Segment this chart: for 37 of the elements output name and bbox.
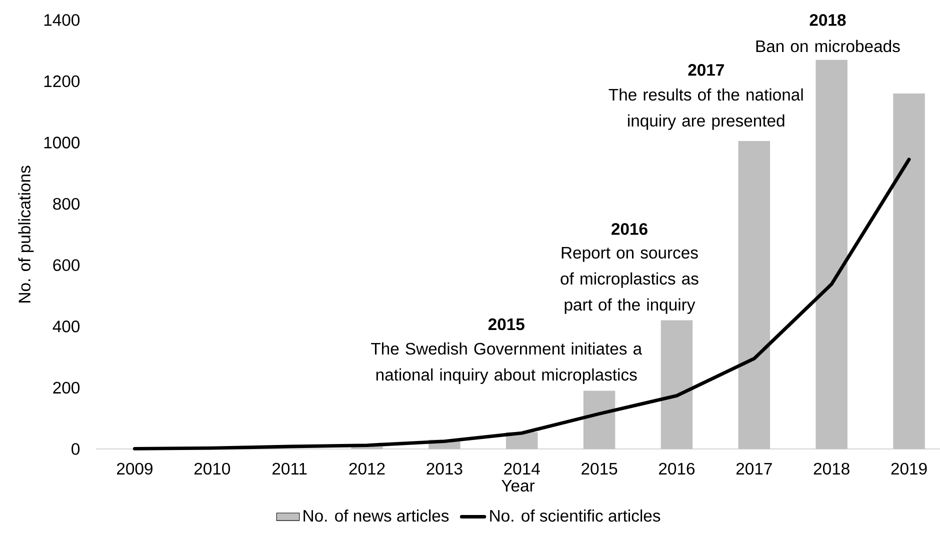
x-tick-label: 2014 [504,462,540,475]
x-tick-label: 2009 [117,462,152,475]
bar [816,60,848,449]
x-tick-label: 2015 [582,462,618,475]
bar [893,94,925,449]
y-tick-label: 800 [53,198,80,210]
x-tick-label: 2017 [736,462,772,475]
bar [660,320,693,449]
x-tick-label: 2019 [891,462,927,475]
y-tick-label: 1400 [44,14,80,26]
y-tick-label: 600 [53,259,80,272]
y-tick-label: 400 [52,320,80,332]
x-tick-label: 2012 [349,462,385,475]
annotation: The Swedish Government initiates a national inquiry about microplastics [371,342,642,384]
annotation: 2017 [688,64,724,76]
annotation: Report on sources of microplastics as part of the inquiry [560,247,698,314]
y-tick-label: 0 [72,443,80,455]
annotation: The results of the national inquiry are presented [608,88,803,130]
y-tick-label: 1000 [44,136,80,148]
legend-label: No. of scientific articles [490,509,660,522]
x-tick-label: 2016 [659,462,695,475]
annotation: Ban on microbeads [756,40,900,52]
y-axis-title: No. of publications [18,166,34,302]
x-tick-label: 2013 [426,462,462,475]
x-axis-title: Year [502,480,535,492]
annotation: 2015 [488,318,524,330]
legend-label: No. of news articles [304,509,449,522]
line-series [132,158,911,450]
y-tick-label: 1200 [44,75,80,88]
y-tick-label: 200 [53,382,80,394]
annotation: 2018 [810,14,846,26]
bar [738,141,770,449]
bar [583,390,616,449]
annotation: 2016 [612,223,648,235]
x-tick-label: 2018 [814,462,850,475]
x-tick-label: 2010 [194,462,230,475]
x-tick-label: 2011 [272,462,307,475]
